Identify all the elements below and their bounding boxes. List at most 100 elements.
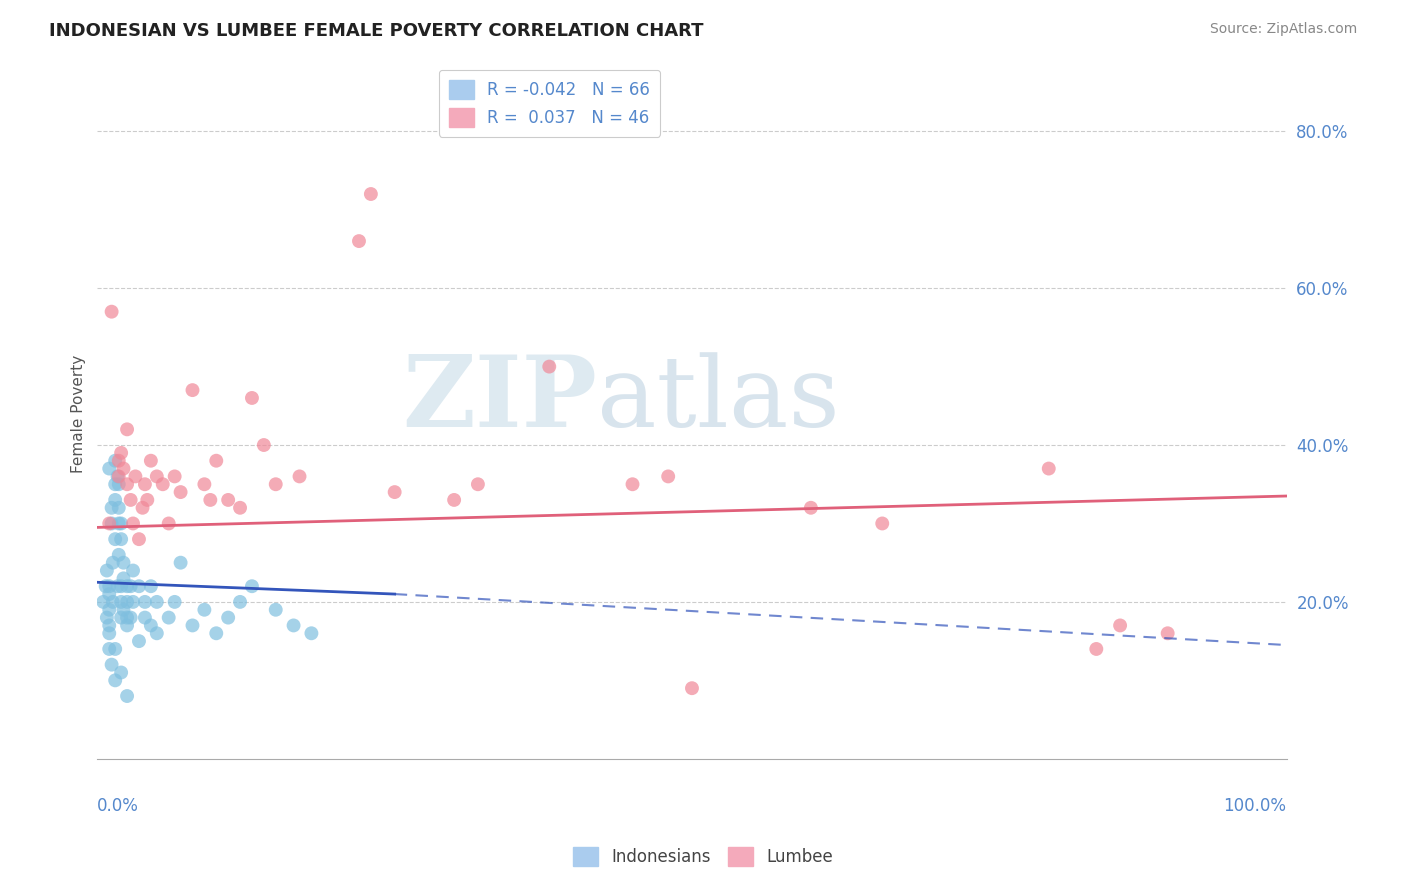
- Point: [96, 564, 118, 578]
- Point: [100, 304, 122, 318]
- Point: [96, 610, 118, 624]
- Point: [134, 595, 156, 609]
- Point: [1109, 618, 1132, 632]
- Point: [91, 595, 114, 609]
- Point: [115, 689, 138, 703]
- Point: [360, 187, 382, 202]
- Point: [98, 461, 121, 475]
- Legend: Indonesians, Lumbee: Indonesians, Lumbee: [567, 840, 839, 873]
- Point: [124, 469, 146, 483]
- Text: ZIP: ZIP: [402, 351, 596, 449]
- Point: [100, 516, 122, 531]
- Point: [253, 438, 276, 452]
- Point: [1156, 626, 1178, 640]
- Text: atlas: atlas: [596, 352, 839, 448]
- Point: [870, 516, 893, 531]
- Point: [299, 626, 322, 640]
- Point: [107, 469, 129, 483]
- Point: [107, 453, 129, 467]
- Point: [110, 532, 132, 546]
- Point: [115, 595, 138, 609]
- Point: [107, 579, 129, 593]
- Legend: R = -0.042   N = 66, R =  0.037   N = 46: R = -0.042 N = 66, R = 0.037 N = 46: [439, 70, 659, 136]
- Text: 0.0%: 0.0%: [97, 797, 139, 814]
- Point: [112, 556, 135, 570]
- Point: [193, 477, 215, 491]
- Point: [288, 469, 311, 483]
- Point: [157, 610, 180, 624]
- Point: [104, 492, 127, 507]
- Point: [169, 556, 191, 570]
- Point: [107, 469, 129, 483]
- Point: [240, 579, 263, 593]
- Point: [122, 595, 145, 609]
- Point: [104, 673, 127, 688]
- Point: [100, 657, 122, 672]
- Point: [120, 492, 142, 507]
- Point: [104, 642, 127, 657]
- Y-axis label: Female Poverty: Female Poverty: [72, 354, 86, 473]
- Point: [264, 603, 287, 617]
- Point: [115, 618, 138, 632]
- Point: [98, 579, 121, 593]
- Point: [146, 626, 169, 640]
- Point: [112, 571, 135, 585]
- Point: [115, 610, 138, 624]
- Point: [136, 492, 159, 507]
- Point: [94, 579, 117, 593]
- Point: [110, 446, 132, 460]
- Point: [205, 626, 228, 640]
- Point: [115, 422, 138, 436]
- Point: [146, 469, 169, 483]
- Point: [229, 500, 252, 515]
- Point: [110, 579, 132, 593]
- Point: [181, 383, 204, 397]
- Point: [107, 477, 129, 491]
- Point: [100, 500, 122, 515]
- Point: [152, 477, 174, 491]
- Point: [181, 618, 204, 632]
- Point: [107, 500, 129, 515]
- Point: [120, 610, 142, 624]
- Point: [169, 485, 191, 500]
- Point: [98, 603, 121, 617]
- Point: [110, 665, 132, 680]
- Point: [200, 492, 222, 507]
- Text: Source: ZipAtlas.com: Source: ZipAtlas.com: [1209, 22, 1357, 37]
- Point: [101, 556, 124, 570]
- Point: [128, 634, 150, 648]
- Point: [384, 485, 406, 500]
- Point: [115, 477, 138, 491]
- Point: [139, 453, 162, 467]
- Text: INDONESIAN VS LUMBEE FEMALE POVERTY CORRELATION CHART: INDONESIAN VS LUMBEE FEMALE POVERTY CORR…: [49, 22, 704, 40]
- Point: [681, 681, 703, 696]
- Point: [800, 500, 823, 515]
- Point: [217, 492, 239, 507]
- Point: [112, 603, 135, 617]
- Point: [205, 453, 228, 467]
- Point: [98, 642, 121, 657]
- Point: [621, 477, 644, 491]
- Point: [98, 618, 121, 632]
- Point: [110, 516, 132, 531]
- Point: [122, 564, 145, 578]
- Point: [657, 469, 679, 483]
- Point: [139, 618, 162, 632]
- Point: [134, 477, 156, 491]
- Text: 100.0%: 100.0%: [1223, 797, 1286, 814]
- Point: [157, 516, 180, 531]
- Point: [122, 516, 145, 531]
- Point: [467, 477, 489, 491]
- Point: [115, 579, 138, 593]
- Point: [283, 618, 305, 632]
- Point: [229, 595, 252, 609]
- Point: [104, 532, 127, 546]
- Point: [98, 626, 121, 640]
- Point: [110, 610, 132, 624]
- Point: [240, 391, 263, 405]
- Point: [146, 595, 169, 609]
- Point: [264, 477, 287, 491]
- Point: [98, 587, 121, 601]
- Point: [120, 579, 142, 593]
- Point: [107, 516, 129, 531]
